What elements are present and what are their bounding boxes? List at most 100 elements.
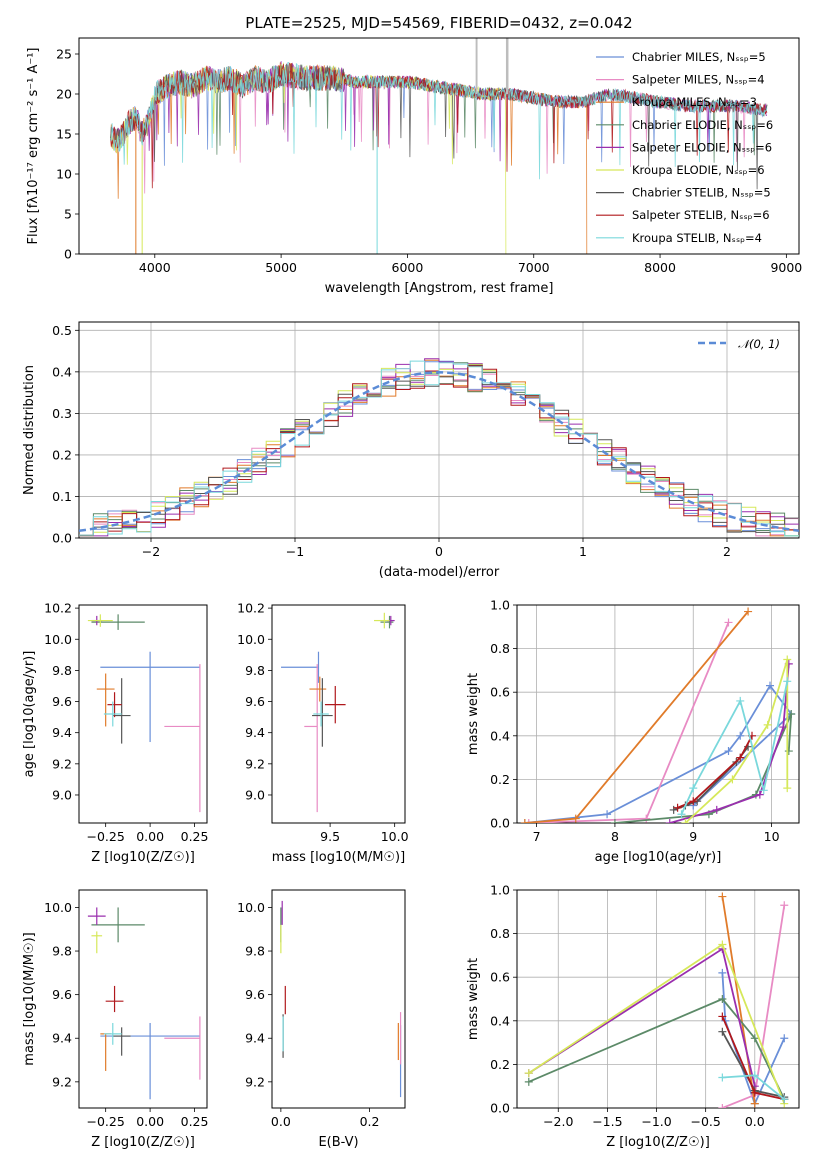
weight-marker xyxy=(718,1104,727,1108)
x-tick-label: −2.0 xyxy=(543,1114,573,1129)
error-point xyxy=(91,907,145,943)
legend-entry: 𝒩(0, 1) xyxy=(738,337,780,351)
y-tick-label: 9.2 xyxy=(245,1074,265,1089)
error-point xyxy=(87,907,106,925)
y-tick-label: 9.8 xyxy=(52,944,72,959)
weight-marker xyxy=(736,753,745,762)
error-point xyxy=(107,692,122,718)
y-tick-label: 0.8 xyxy=(490,926,510,941)
y-axis-label: mass [log10(M/M☉)] xyxy=(22,932,37,1065)
y-tick-label: 9.0 xyxy=(245,787,265,802)
x-tick-label: 1 xyxy=(579,544,587,559)
y-tick-label: 9.4 xyxy=(52,1031,72,1046)
x-tick-label: 6000 xyxy=(392,260,424,275)
x-tick-label: −0.25 xyxy=(87,829,125,844)
weight-marker xyxy=(724,618,733,627)
y-tick-label: 0.1 xyxy=(52,489,72,504)
error-point xyxy=(103,1022,122,1045)
y-axis-label: mass weight xyxy=(466,673,481,755)
y-tick-label: 0.2 xyxy=(490,772,510,787)
legend-entry: Kroupa ELODIE, Nₛₛₚ=6 xyxy=(632,163,765,177)
x-tick-label: −0.25 xyxy=(87,1114,125,1129)
error-bars xyxy=(87,907,201,1100)
y-tick-label: 9.8 xyxy=(245,663,265,678)
y-tick-label: 9.6 xyxy=(52,694,72,709)
weight-marker xyxy=(524,1069,533,1078)
error-point xyxy=(312,678,333,747)
plot-frame xyxy=(516,604,800,824)
x-tick-label: 0.25 xyxy=(181,829,209,844)
y-tick-label: 9.6 xyxy=(52,987,72,1002)
weight-marker xyxy=(718,1012,727,1021)
legend-entry: Salpeter MILES, Nₛₛₚ=4 xyxy=(632,73,765,87)
y-tick-label: 9.6 xyxy=(245,694,265,709)
x-tick-label: 9 xyxy=(689,829,697,844)
x-tick-label: 8000 xyxy=(644,260,676,275)
error-point xyxy=(281,651,320,683)
weight-marker xyxy=(780,1095,789,1104)
figure-title: PLATE=2525, MJD=54569, FIBERID=0432, z=0… xyxy=(245,14,632,32)
y-tick-label: 0.0 xyxy=(490,1101,510,1116)
x-tick-label: 5000 xyxy=(265,260,297,275)
legend: Chabrier MILES, Nₛₛₚ=5 Salpeter MILES, Nₛ… xyxy=(596,50,773,245)
weight-marker xyxy=(766,681,775,690)
y-tick-label: 9.4 xyxy=(245,1031,265,1046)
error-point xyxy=(374,612,390,629)
spectrum-lines xyxy=(110,38,768,254)
normal-curve xyxy=(79,371,799,532)
error-point xyxy=(105,985,124,1013)
x-tick-label: 0.25 xyxy=(181,1114,209,1129)
weight-marker xyxy=(718,1027,727,1036)
x-tick-label: 9000 xyxy=(770,260,802,275)
weight-marker xyxy=(689,784,698,793)
y-tick-label: 0.4 xyxy=(490,1013,510,1028)
x-tick-label: −1 xyxy=(286,544,304,559)
y-tick-label: 1.0 xyxy=(490,883,510,898)
x-axis-label: Z [log10(Z/Z☉)] xyxy=(91,1135,195,1150)
plot-frame xyxy=(516,889,800,1109)
weight-marker xyxy=(736,696,745,705)
x-tick-label: 10.0 xyxy=(381,829,409,844)
y-tick-label: 9.2 xyxy=(52,756,72,771)
weight-marker xyxy=(784,747,793,756)
y-tick-label: 15 xyxy=(56,127,72,142)
y-tick-label: 9.8 xyxy=(245,944,265,959)
weight-marker xyxy=(610,819,619,823)
weight-marker xyxy=(520,819,529,823)
error-point xyxy=(313,701,329,727)
legend-entry: Salpeter STELIB, Nₛₛₚ=6 xyxy=(632,208,770,222)
weight-marker xyxy=(724,747,733,756)
y-tick-label: 0.0 xyxy=(52,531,72,546)
plot-frame xyxy=(271,604,406,824)
x-tick-label: −1.0 xyxy=(641,1114,671,1129)
weight-marker xyxy=(677,810,686,819)
y-tick-label: 20 xyxy=(56,87,72,102)
x-tick-label: 7000 xyxy=(518,260,550,275)
plot-frame xyxy=(78,37,800,255)
mask-bar xyxy=(505,38,509,94)
weight-marker xyxy=(783,655,792,664)
weight-marker xyxy=(689,797,698,806)
y-tick-label: 10.0 xyxy=(237,632,265,647)
weight-marker xyxy=(524,1077,533,1086)
y-tick-label: 0 xyxy=(64,247,72,262)
weight-marker xyxy=(603,810,612,819)
spectrum-panel: 4000 5000 6000 7000 8000 9000 0 5 10 15 20 25 wavele… xyxy=(26,37,802,296)
error-point xyxy=(91,931,103,954)
weight-marker xyxy=(571,814,580,823)
x-tick-label: 0.0 xyxy=(745,1114,765,1129)
x-axis-label: Z [log10(Z/Z☉)] xyxy=(91,850,195,865)
weight-lines xyxy=(520,607,796,823)
plot-frame xyxy=(78,889,208,1109)
plot-frame xyxy=(271,889,406,1109)
legend-entry: Salpeter ELODIE, Nₛₛₚ=6 xyxy=(632,140,772,154)
x-axis-label: Z [log10(Z/Z☉)] xyxy=(606,1135,710,1150)
weight-series-line xyxy=(721,896,756,1104)
weight-lines xyxy=(524,892,789,1108)
legend-entry: Chabrier STELIB, Nₛₛₚ=5 xyxy=(632,186,771,200)
legend: 𝒩(0, 1) xyxy=(698,337,780,351)
x-tick-label: 7 xyxy=(533,829,541,844)
y-tick-label: 25 xyxy=(56,47,72,62)
weight-marker xyxy=(718,995,727,1003)
y-tick-label: 5 xyxy=(64,207,72,222)
